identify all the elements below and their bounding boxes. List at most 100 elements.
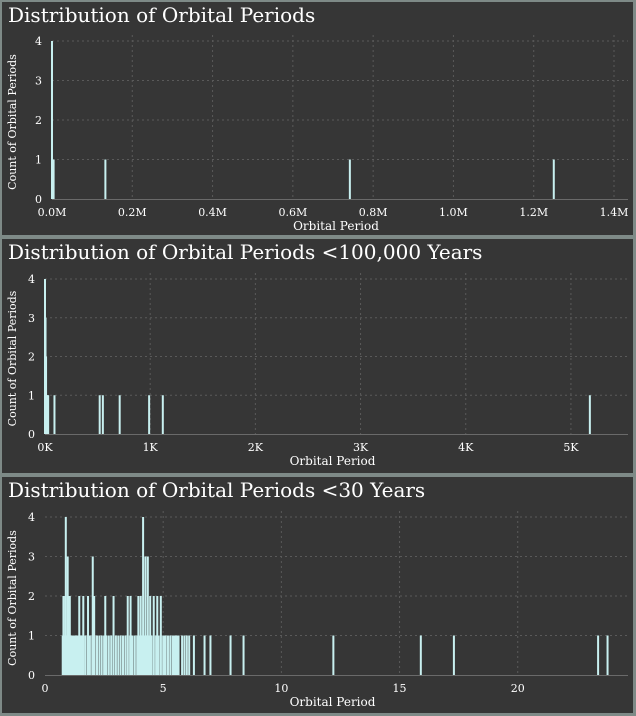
histogram-bar[interactable] xyxy=(72,635,75,676)
histogram-bar[interactable] xyxy=(183,635,186,676)
histogram-bar[interactable] xyxy=(103,635,106,676)
histogram-bar[interactable] xyxy=(96,635,98,676)
histogram-bar[interactable] xyxy=(131,635,134,676)
histogram-bar[interactable] xyxy=(93,596,96,675)
histogram-bar[interactable] xyxy=(588,395,591,434)
histogram-bar[interactable] xyxy=(118,395,121,434)
histogram-bar[interactable] xyxy=(172,635,175,676)
histogram-bar[interactable] xyxy=(51,41,53,199)
histogram-bar[interactable] xyxy=(149,596,152,675)
histogram-bar[interactable] xyxy=(142,517,145,675)
histogram-bar[interactable] xyxy=(143,635,146,676)
histogram-bar[interactable] xyxy=(110,635,113,676)
histogram-bar[interactable] xyxy=(66,556,69,676)
histogram-bar[interactable] xyxy=(87,596,90,675)
histogram-bar[interactable] xyxy=(114,635,117,676)
histogram-bar[interactable] xyxy=(80,635,83,676)
histogram-bar[interactable] xyxy=(78,596,81,675)
histogram-bar[interactable] xyxy=(74,635,77,676)
y-tick-label: 3 xyxy=(28,551,35,564)
histogram-bar[interactable] xyxy=(169,635,172,676)
histogram-bar[interactable] xyxy=(192,635,195,676)
histogram-bar[interactable] xyxy=(98,635,101,676)
histogram-bar[interactable] xyxy=(185,635,188,676)
histogram-bar[interactable] xyxy=(122,635,124,676)
histogram-bar[interactable] xyxy=(597,635,600,676)
histogram-bar[interactable] xyxy=(176,635,179,676)
histogram-bar[interactable] xyxy=(175,635,178,676)
histogram-bar[interactable] xyxy=(62,596,65,675)
histogram-bar[interactable] xyxy=(152,596,155,675)
histogram-bar[interactable] xyxy=(79,635,82,676)
histogram-bar[interactable] xyxy=(163,635,166,676)
histogram-bar[interactable] xyxy=(144,556,147,676)
histogram-bar[interactable] xyxy=(133,635,136,676)
x-tick-label: 1.4M xyxy=(600,206,629,219)
histogram-bar[interactable] xyxy=(348,159,351,200)
y-axis-title: Count of Orbital Periods xyxy=(6,530,19,666)
histogram-bar[interactable] xyxy=(155,635,158,676)
histogram-bar[interactable] xyxy=(88,635,91,676)
histogram-bar[interactable] xyxy=(119,635,122,676)
histogram-bar[interactable] xyxy=(107,635,110,676)
histogram-bar[interactable] xyxy=(126,596,129,675)
histogram-bar[interactable] xyxy=(209,635,212,676)
histogram-bar[interactable] xyxy=(166,635,169,676)
histogram-bar[interactable] xyxy=(129,596,132,675)
histogram-bar[interactable] xyxy=(70,635,72,676)
histogram-bar[interactable] xyxy=(104,159,107,200)
histogram-bar[interactable] xyxy=(332,635,335,676)
histogram-bar[interactable] xyxy=(77,635,80,676)
histogram-bar[interactable] xyxy=(552,159,555,200)
histogram-bar[interactable] xyxy=(174,635,176,676)
histogram-bar[interactable] xyxy=(84,635,87,676)
histogram-bar[interactable] xyxy=(139,596,142,675)
histogram-bar[interactable] xyxy=(52,159,55,200)
histogram-bar[interactable] xyxy=(177,635,180,676)
histogram-bar[interactable] xyxy=(452,635,455,676)
histogram-bar[interactable] xyxy=(64,517,67,675)
histogram-bar[interactable] xyxy=(606,635,609,676)
histogram-bar[interactable] xyxy=(100,635,103,676)
histogram-bar[interactable] xyxy=(181,635,184,676)
histogram-bar[interactable] xyxy=(75,635,78,676)
histogram-bar[interactable] xyxy=(146,556,149,676)
histogram-bar[interactable] xyxy=(105,635,108,676)
histogram-bar[interactable] xyxy=(156,596,159,675)
histogram-bar[interactable] xyxy=(203,635,206,676)
histogram-bar[interactable] xyxy=(157,635,160,676)
histogram-bar[interactable] xyxy=(140,635,143,676)
histogram-bar[interactable] xyxy=(73,635,76,676)
histogram-bar[interactable] xyxy=(53,395,56,434)
histogram-bar[interactable] xyxy=(242,635,245,676)
histogram-bar[interactable] xyxy=(188,635,191,676)
histogram-bar[interactable] xyxy=(229,635,232,676)
histogram-bar[interactable] xyxy=(162,635,165,676)
histogram-bar[interactable] xyxy=(136,635,139,676)
histogram-bar[interactable] xyxy=(112,596,115,675)
histogram-bar[interactable] xyxy=(98,395,101,434)
histogram-bar[interactable] xyxy=(419,635,422,676)
histogram-bar[interactable] xyxy=(104,596,107,675)
histogram-bar[interactable] xyxy=(68,596,71,675)
x-tick-label: 5K xyxy=(563,441,579,454)
histogram-bar[interactable] xyxy=(124,635,127,676)
histogram-bar[interactable] xyxy=(117,635,120,676)
histogram-bar[interactable] xyxy=(71,635,74,676)
histogram-bar[interactable] xyxy=(150,635,153,676)
histogram-bar[interactable] xyxy=(159,596,162,675)
histogram-bar[interactable] xyxy=(161,395,164,434)
histogram-bar[interactable] xyxy=(101,395,104,434)
histogram-bar[interactable] xyxy=(91,556,94,676)
histogram-bar[interactable] xyxy=(138,635,141,676)
histogram-bar[interactable] xyxy=(148,635,150,676)
histogram-bar[interactable] xyxy=(148,395,151,434)
histogram-bar[interactable] xyxy=(137,596,140,675)
histogram-bar[interactable] xyxy=(145,635,148,676)
histogram-bar[interactable] xyxy=(47,395,50,434)
histogram-bar[interactable] xyxy=(82,596,85,675)
y-tick-label: 1 xyxy=(28,630,35,643)
histogram-bar[interactable] xyxy=(171,635,174,676)
x-tick-label: 0K xyxy=(37,441,53,454)
histogram-bar[interactable] xyxy=(164,635,167,676)
